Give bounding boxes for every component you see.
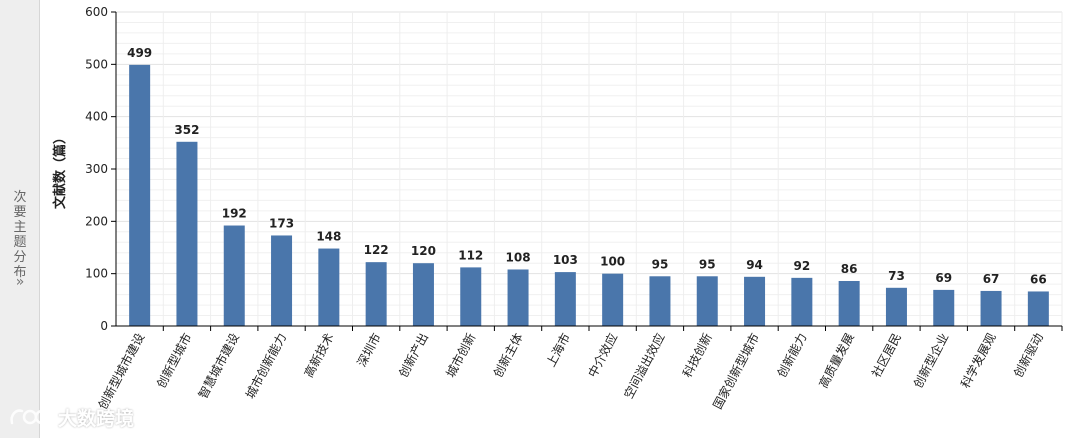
y-tick-label: 600 bbox=[85, 5, 108, 19]
data-label: 73 bbox=[888, 269, 905, 283]
x-tick-label: 创新型城市 bbox=[153, 330, 194, 390]
data-label: 94 bbox=[746, 258, 763, 272]
bar bbox=[1027, 291, 1049, 326]
x-tick-label: 中介效应 bbox=[585, 330, 621, 379]
data-label: 112 bbox=[458, 248, 483, 262]
x-tick-label: 创新能力 bbox=[774, 330, 810, 379]
x-tick-label: 科技创新 bbox=[679, 330, 715, 379]
bar bbox=[696, 276, 718, 326]
y-tick-label: 300 bbox=[85, 162, 108, 176]
data-label: 95 bbox=[652, 257, 669, 271]
data-label: 120 bbox=[411, 244, 436, 258]
bar bbox=[602, 273, 624, 326]
x-tick-label: 国家创新型城市 bbox=[710, 330, 763, 411]
x-tick-label: 创新主体 bbox=[490, 330, 526, 379]
bar bbox=[649, 276, 671, 326]
secondary-topic-label: 次要主题分布 bbox=[13, 190, 27, 280]
watermark-text: 大数跨境 bbox=[58, 407, 135, 430]
x-tick-label: 科学发展观 bbox=[957, 330, 998, 390]
x-tick-label: 创新驱动 bbox=[1010, 330, 1046, 379]
data-label: 92 bbox=[793, 259, 810, 273]
data-label: 192 bbox=[222, 207, 247, 221]
x-tick-labels: 创新型城市建设 创新型城市 智慧城市建设 城市创新能力 高新技术 深圳市 创新产出 城市创新创… bbox=[95, 326, 1063, 412]
bar bbox=[318, 248, 340, 326]
x-tick-label: 智慧城市建设 bbox=[195, 330, 242, 401]
bar bbox=[838, 280, 860, 326]
watermark-icon bbox=[10, 409, 50, 425]
bars bbox=[129, 64, 1049, 327]
data-label: 108 bbox=[506, 250, 531, 264]
x-tick-label: 社区居民 bbox=[868, 330, 904, 379]
bar bbox=[412, 263, 434, 326]
bar bbox=[980, 290, 1002, 326]
bar bbox=[460, 267, 482, 326]
watermark-logo: 大数跨境 bbox=[8, 402, 134, 432]
expand-arrows-icon[interactable]: » bbox=[15, 274, 25, 290]
y-tick-label: 200 bbox=[85, 214, 108, 228]
y-axis-title: 文献数（篇） bbox=[52, 131, 68, 209]
x-tick-label: 城市创新能力 bbox=[242, 330, 289, 401]
x-tick-label: 创新型企业 bbox=[910, 330, 951, 390]
data-label: 86 bbox=[841, 262, 858, 276]
data-label: 95 bbox=[699, 257, 716, 271]
y-tick-label: 100 bbox=[85, 267, 108, 281]
y-tick-label: 500 bbox=[85, 57, 108, 71]
bar bbox=[223, 225, 245, 326]
data-label: 122 bbox=[364, 243, 389, 257]
x-tick-label: 创新产出 bbox=[395, 330, 431, 379]
bar bbox=[744, 276, 766, 326]
y-tick-label: 0 bbox=[100, 319, 108, 333]
x-tick-label: 高新技术 bbox=[301, 330, 337, 379]
bar bbox=[791, 277, 813, 326]
y-tick-label: 400 bbox=[85, 110, 108, 124]
data-label: 148 bbox=[316, 230, 341, 244]
data-label: 100 bbox=[600, 255, 625, 269]
grid-lines bbox=[115, 11, 1063, 327]
bar bbox=[365, 262, 387, 326]
y-tick-labels: 0 100 200 300 400 500 600 bbox=[85, 5, 116, 333]
bar bbox=[554, 272, 576, 326]
bar bbox=[176, 141, 198, 326]
x-tick-label: 上海市 bbox=[543, 330, 573, 369]
data-label: 67 bbox=[983, 272, 1000, 286]
bar bbox=[129, 64, 151, 327]
x-tick-label: 高质量发展 bbox=[815, 330, 856, 390]
data-labels: 499 352 192 173 148 122 120 112 108 103 100 95 95 94 9… bbox=[127, 46, 1047, 287]
data-label: 499 bbox=[127, 46, 152, 60]
bar bbox=[507, 269, 529, 326]
x-tick-label: 空间溢出效应 bbox=[621, 330, 668, 401]
data-label: 103 bbox=[553, 253, 578, 267]
x-tick-label: 深圳市 bbox=[354, 330, 384, 369]
x-tick-label: 城市创新 bbox=[443, 330, 479, 379]
bar bbox=[885, 287, 907, 326]
bar bbox=[933, 289, 955, 326]
data-label: 173 bbox=[269, 216, 294, 230]
data-label: 66 bbox=[1030, 272, 1047, 286]
secondary-topic-tab[interactable]: 次要主题分布 » bbox=[0, 0, 40, 438]
data-label: 352 bbox=[174, 123, 199, 137]
bar bbox=[271, 235, 293, 326]
x-tick-label: 创新型城市建设 bbox=[95, 330, 148, 411]
data-label: 69 bbox=[935, 271, 952, 285]
